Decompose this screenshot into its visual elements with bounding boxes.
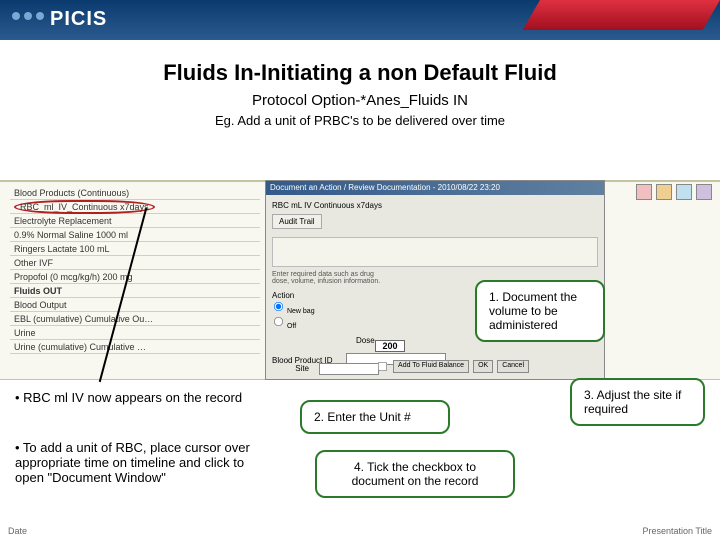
site-label: Site [295,364,309,373]
dialog-title: Document an Action / Review Documentatio… [266,181,604,195]
panel-row[interactable]: Other IVF [10,256,260,270]
right-icons [636,184,712,200]
subtitle: Protocol Option-*Anes_Fluids IN [0,92,720,109]
footer-left: Date [8,526,27,536]
audit-tab[interactable]: Audit Trail [272,214,322,229]
panel-row-circled[interactable]: RBC_ml_IV_Continuous x7days [10,200,260,214]
ok-button[interactable]: OK [473,360,493,373]
example-text: Eg. Add a unit of PRBC's to be delivered… [0,113,720,128]
add-fluid-button[interactable]: Add To Fluid Balance [393,360,469,373]
site-select[interactable] [319,363,379,375]
dose-label: Dose [356,336,375,345]
mini-icon[interactable] [696,184,712,200]
bullet-2: • To add a unit of RBC, place cursor ove… [15,440,260,485]
panel-row[interactable]: Propofol (0 mcg/kg/h) 200 mg [10,270,260,284]
mini-icon[interactable] [676,184,692,200]
page-title: Fluids In-Initiating a non Default Fluid [0,60,720,86]
panel-row[interactable]: 0.9% Normal Saline 1000 ml [10,228,260,242]
red-ribbon [523,0,720,30]
new-bag-label: New bag [287,308,315,315]
off-radio[interactable] [274,317,283,326]
panel-row[interactable]: Urine (cumulative) Cumulative … [10,340,260,354]
dialog-section: RBC mL IV Continuous x7days [272,201,598,210]
cancel-button[interactable]: Cancel [497,360,529,373]
panel-row[interactable]: EBL (cumulative) Cumulative Ou… [10,312,260,326]
logo-dots [12,12,44,20]
dialog-info: Enter required data such as drug dose, v… [272,271,392,285]
circled-item: RBC_ml_IV_Continuous x7days [14,200,155,214]
panel-row[interactable]: Electrolyte Replacement [10,214,260,228]
callout-3: 3. Adjust the site if required [570,378,705,426]
header-bar: PICIS [0,0,720,40]
callout-1: 1. Document the volume to be administere… [475,280,605,342]
logo-text: PICIS [50,8,107,31]
off-label: Off [287,323,296,330]
panel-row[interactable]: Blood Products (Continuous) [10,186,260,200]
panel-row[interactable]: Blood Output [10,298,260,312]
dose-input[interactable]: 200 [375,340,405,352]
mini-icon[interactable] [636,184,652,200]
panel-row[interactable]: Fluids OUT [10,284,260,298]
new-bag-radio[interactable] [274,302,283,311]
add-fluid-checkbox[interactable] [378,362,387,371]
callout-2: 2. Enter the Unit # [300,400,450,434]
footer-right: Presentation Title [642,526,712,536]
bullet-1: • RBC ml IV now appears on the record [15,390,245,405]
left-panel: Blood Products (Continuous) RBC_ml_IV_Co… [10,186,260,354]
panel-row[interactable]: Urine [10,326,260,340]
callout-4: 4. Tick the checkbox to document on the … [315,450,515,498]
mini-icon[interactable] [656,184,672,200]
